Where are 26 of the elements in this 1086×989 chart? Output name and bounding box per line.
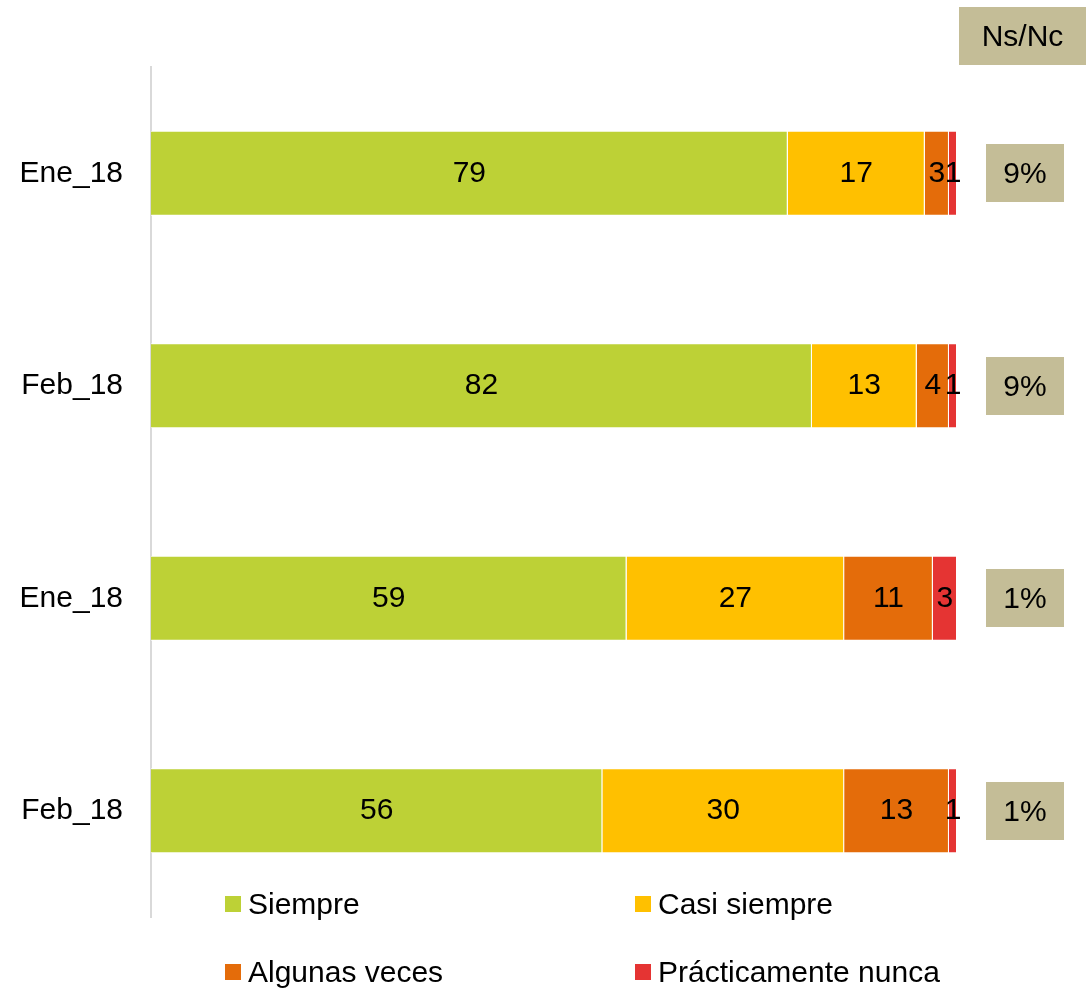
legend-label: Prácticamente nunca bbox=[658, 955, 940, 989]
y-tick-label: Ene_18 bbox=[19, 154, 123, 188]
data-label: 82 bbox=[464, 367, 499, 401]
legend-label: Algunas veces bbox=[248, 955, 444, 989]
data-label: 59 bbox=[372, 579, 406, 613]
text: 1% bbox=[986, 781, 1064, 840]
legend-label: Siempre bbox=[248, 887, 360, 921]
data-label: 27 bbox=[718, 579, 753, 613]
y-tick-label: Feb_18 bbox=[21, 792, 123, 826]
data-label: 56 bbox=[359, 792, 394, 826]
text: 9% bbox=[986, 356, 1064, 415]
text: Ns/Nc bbox=[959, 7, 1086, 65]
data-label: 3 bbox=[936, 579, 954, 613]
y-tick-label: Feb_18 bbox=[21, 367, 123, 401]
data-label: 3 bbox=[928, 154, 946, 188]
data-label: 79 bbox=[452, 154, 487, 188]
data-label: 17 bbox=[839, 154, 873, 188]
legend-label: Casi siempre bbox=[658, 887, 834, 921]
data-label: 4 bbox=[924, 367, 942, 401]
data-label: 13 bbox=[847, 367, 881, 401]
data-label: 30 bbox=[706, 792, 740, 826]
text: 1% bbox=[986, 569, 1064, 628]
data-label: 13 bbox=[879, 792, 914, 826]
text: 9% bbox=[986, 144, 1064, 203]
y-tick-label: Ene_18 bbox=[19, 579, 123, 613]
data-label: 11 bbox=[872, 579, 905, 613]
